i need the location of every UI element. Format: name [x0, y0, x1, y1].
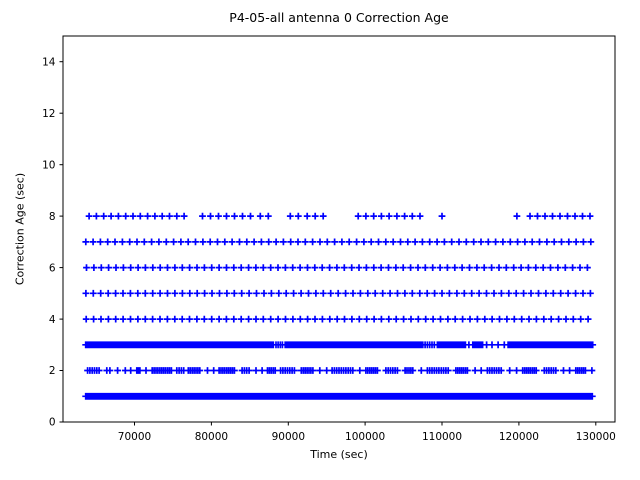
series-age-1s: [82, 392, 596, 400]
y-tick-label: 12: [42, 108, 55, 120]
series-age-6s: [83, 264, 591, 271]
x-tick-label: 70000: [118, 431, 151, 443]
x-axis-label: Time (sec): [310, 448, 368, 461]
x-tick-label: 90000: [272, 431, 305, 443]
y-tick-label: 0: [49, 417, 56, 429]
y-tick-label: 6: [49, 262, 56, 274]
x-tick-label: 130000: [576, 431, 616, 443]
x-tick-label: 120000: [499, 431, 539, 443]
x-tick-label: 100000: [345, 431, 385, 443]
y-tick-label: 8: [49, 211, 56, 223]
series-age-2s: [84, 367, 596, 374]
y-tick-label: 14: [42, 56, 56, 68]
y-tick-label: 2: [49, 365, 56, 377]
series-age-4s: [82, 315, 592, 323]
series-age-8s: [85, 212, 594, 220]
series-age-5s: [82, 289, 594, 297]
y-tick-label: 10: [42, 159, 55, 171]
x-tick-label: 110000: [422, 431, 462, 443]
chart-title: P4-05-all antenna 0 Correction Age: [229, 10, 449, 25]
x-tick-label: 80000: [195, 431, 228, 443]
series-age-3s: [82, 341, 597, 349]
plot-border: [62, 35, 616, 423]
y-tick-label: 4: [49, 314, 56, 326]
series-age-7s: [82, 238, 595, 246]
